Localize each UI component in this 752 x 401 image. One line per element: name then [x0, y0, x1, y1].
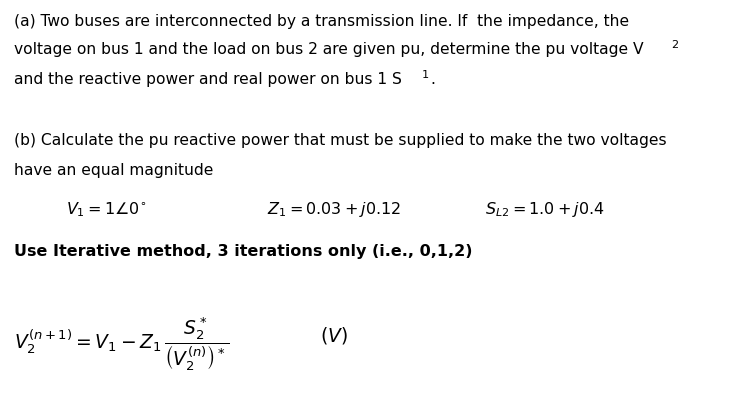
Text: (a) Two buses are interconnected by a transmission line. If  the impedance, the: (a) Two buses are interconnected by a tr… — [14, 14, 629, 29]
Text: $V_1 = 1\angle 0^{\circ}$: $V_1 = 1\angle 0^{\circ}$ — [66, 200, 147, 219]
Text: voltage on bus 1 and the load on bus 2 are given pu, determine the pu voltage V: voltage on bus 1 and the load on bus 2 a… — [14, 42, 643, 57]
Text: .: . — [430, 71, 435, 86]
Text: $Z_1 = 0.03 + j0.12$: $Z_1 = 0.03 + j0.12$ — [267, 200, 401, 219]
Text: 1: 1 — [422, 69, 429, 79]
Text: $(V)$: $(V)$ — [320, 324, 347, 345]
Text: $S_{L2} = 1.0 + j0.4$: $S_{L2} = 1.0 + j0.4$ — [485, 200, 605, 219]
Text: $V_2^{(n+1)} = V_1 - Z_1\,\dfrac{S_2^*}{\left(V_2^{(n)}\right)^*}$: $V_2^{(n+1)} = V_1 - Z_1\,\dfrac{S_2^*}{… — [14, 315, 229, 373]
Text: Use Iterative method, 3 iterations only (i.e., 0,1,2): Use Iterative method, 3 iterations only … — [14, 244, 472, 259]
Text: (b) Calculate the pu reactive power that must be supplied to make the two voltag: (b) Calculate the pu reactive power that… — [14, 133, 666, 148]
Text: and the reactive power and real power on bus 1 S: and the reactive power and real power on… — [14, 71, 402, 86]
Text: 2: 2 — [672, 40, 678, 50]
Text: have an equal magnitude: have an equal magnitude — [14, 162, 213, 177]
